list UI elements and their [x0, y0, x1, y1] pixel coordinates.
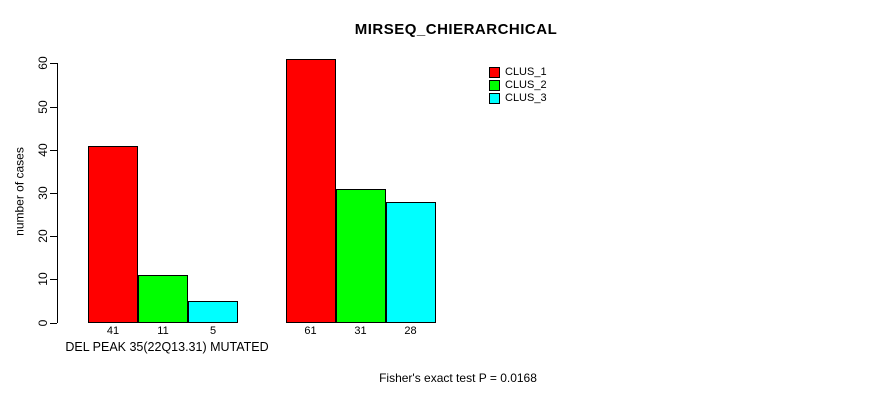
y-axis-tick-label: 60 [36, 56, 50, 71]
y-axis-tick-label: 10 [36, 272, 50, 287]
legend-label-clus_3: CLUS_3 [505, 91, 547, 104]
y-axis-tick [50, 279, 57, 281]
legend-swatch-clus_3 [489, 92, 500, 104]
y-axis-tick [50, 322, 57, 324]
bar-clus_1-group1 [88, 145, 138, 324]
bar-value-label: 41 [106, 325, 120, 337]
legend-swatch-clus_2 [489, 79, 500, 91]
y-axis-tick [50, 63, 57, 65]
bar-value-label: 28 [404, 325, 417, 337]
legend-label-clus_2: CLUS_2 [505, 78, 547, 91]
x-category-label: DEL PEAK 35(22Q13.31) MUTATED [65, 340, 269, 354]
y-axis-tick [50, 236, 57, 238]
legend-label-clus_1: CLUS_1 [505, 65, 547, 78]
y-axis-tick-label: 40 [36, 143, 50, 157]
y-axis-tick [50, 192, 57, 194]
y-axis-label: number of cases [12, 147, 27, 236]
bar-clus_3-group2 [385, 201, 436, 324]
bar-value-label: 61 [304, 325, 317, 337]
y-axis-line [57, 63, 58, 324]
bar-clus_2-group2 [335, 188, 386, 324]
bar-value-label: 11 [157, 325, 169, 337]
y-axis-tick [50, 106, 57, 108]
bar-clus_2-group1 [138, 275, 188, 324]
bar-value-label: 31 [354, 325, 367, 337]
y-axis-tick-label: 20 [36, 229, 50, 243]
y-axis-tick-label: 30 [36, 186, 50, 200]
chart-title: MIRSEQ_CHIERARCHICAL [354, 21, 558, 38]
fisher-test-annotation: Fisher's exact test P = 0.0168 [379, 371, 537, 385]
y-axis-tick [50, 149, 57, 151]
legend-swatch-clus_1 [489, 66, 500, 78]
bar-value-label: 5 [209, 325, 217, 337]
y-axis-tick-label: 50 [36, 99, 50, 114]
bar-clus_3-group1 [188, 300, 238, 324]
y-axis-tick-label: 0 [36, 319, 50, 326]
bar-clus_1-group2 [285, 59, 336, 324]
